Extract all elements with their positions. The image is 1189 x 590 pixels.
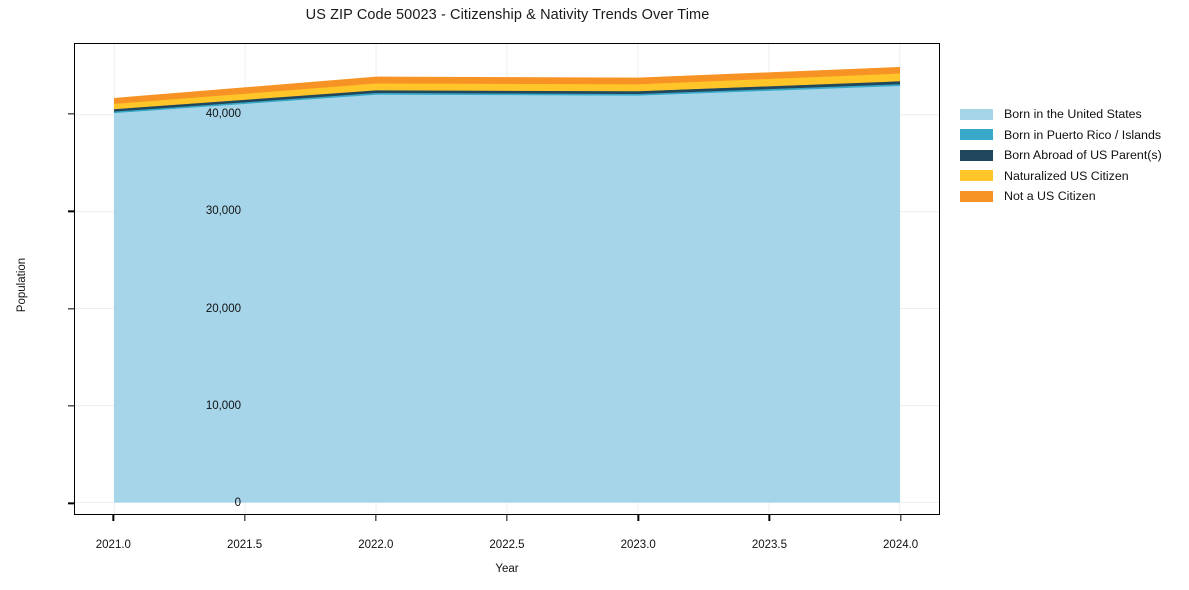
x-axis-tick-mark <box>768 515 771 521</box>
y-axis-tick-mark <box>68 405 74 407</box>
legend-item[interactable]: Naturalized US Citizen <box>960 166 1162 187</box>
legend-item[interactable]: Born in the United States <box>960 104 1162 125</box>
y-axis-tick-mark <box>68 113 74 115</box>
x-axis-tick-label: 2023.0 <box>620 539 656 551</box>
x-axis-tick-label: 2023.5 <box>751 539 787 551</box>
legend-color-swatch <box>960 149 993 161</box>
legend: Born in the United States Born in Puerto… <box>960 104 1162 207</box>
legend-color-swatch <box>960 170 993 182</box>
x-axis-tick-mark <box>243 515 246 521</box>
legend-item-label: Born Abroad of US Parent(s) <box>1004 148 1162 163</box>
y-axis-label: Population <box>16 257 28 313</box>
x-axis-tick-label: 2021.5 <box>226 539 263 551</box>
y-axis-tick-label: 10,000 <box>205 400 241 412</box>
legend-item[interactable]: Born Abroad of US Parent(s) <box>960 145 1162 166</box>
y-axis-tick-label: 20,000 <box>205 302 241 315</box>
chart-title: US ZIP Code 50023 - Citizenship & Nativi… <box>305 7 710 23</box>
legend-color-swatch <box>960 108 993 120</box>
x-axis-tick-mark <box>112 515 115 521</box>
stacked-area-series <box>75 44 939 514</box>
legend-color-swatch <box>960 129 993 141</box>
x-axis-tick-label: 2022.5 <box>489 539 525 551</box>
legend-item-label: Born in Puerto Rico / Islands <box>1004 127 1162 142</box>
legend-item-label: Born in the United States <box>1004 107 1142 122</box>
x-axis-tick-mark <box>375 515 377 521</box>
y-axis-tick-mark <box>68 210 74 213</box>
y-axis-tick-label: 0 <box>234 497 241 510</box>
legend-color-swatch <box>960 190 993 202</box>
legend-item-label: Naturalized US Citizen <box>1004 168 1129 183</box>
y-axis-tick-label: 40,000 <box>205 108 241 121</box>
x-axis-tick-mark <box>637 515 639 521</box>
y-axis-tick-label: 30,000 <box>205 205 241 218</box>
x-axis-tick-label: 2024.0 <box>883 539 919 551</box>
x-axis-label: Year <box>495 563 519 575</box>
x-axis-tick-mark <box>899 515 902 521</box>
plot-area <box>74 43 940 515</box>
x-axis-tick-mark <box>506 515 508 521</box>
y-axis-tick-mark <box>68 502 74 504</box>
legend-item-label: Not a US Citizen <box>1004 189 1096 204</box>
legend-item[interactable]: Born in Puerto Rico / Islands <box>960 125 1162 146</box>
legend-item[interactable]: Not a US Citizen <box>960 186 1162 207</box>
x-axis-tick-label: 2021.0 <box>95 539 131 551</box>
y-axis-tick-mark <box>68 308 74 310</box>
x-axis-tick-label: 2022.0 <box>358 539 394 551</box>
